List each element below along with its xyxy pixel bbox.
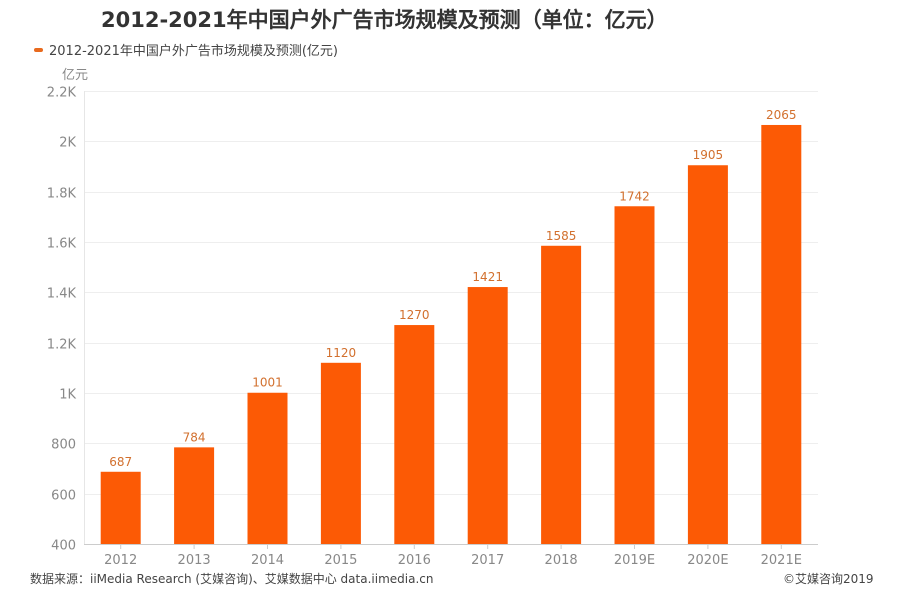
data-label-2018: 1585 (546, 229, 577, 243)
copyright-note: ©艾媒咨询2019 (783, 572, 874, 586)
bar-2017[interactable] (467, 287, 508, 544)
y-tick-label: 2.2K (47, 86, 77, 101)
bar-2020E[interactable] (687, 165, 728, 544)
x-tick-label: 2020E (687, 553, 728, 568)
x-tick-label: 2012 (104, 553, 137, 568)
x-tick-label: 2013 (178, 553, 211, 568)
x-tick-label: 2017 (471, 553, 504, 568)
bar-2021E[interactable] (761, 124, 802, 544)
y-tick-label: 800 (51, 438, 76, 453)
bar-2014[interactable] (247, 392, 288, 544)
data-label-2014: 1001 (252, 376, 283, 390)
y-axis-ticks: 400 600 800 1K 1.2K 1.4K 1.6K 1.8K 2K 2.2K (47, 86, 77, 554)
legend-label: 2012-2021年中国户外广告市场规模及预测(亿元) (49, 44, 339, 59)
x-tick-label: 2021E (761, 553, 802, 568)
y-tick-label: 1.4K (47, 287, 77, 302)
data-label-2016: 1270 (399, 308, 430, 322)
bar-2013[interactable] (174, 447, 215, 544)
bar-2012[interactable] (100, 471, 141, 544)
bar-2019E[interactable] (614, 206, 655, 544)
y-tick-label: 1.8K (47, 187, 77, 202)
y-axis-unit-label: 亿元 (62, 68, 89, 83)
legend-swatch-icon (34, 47, 43, 52)
y-tick-label: 1.2K (47, 338, 77, 353)
data-source-note: 数据来源：iiMedia Research (艾媒咨询)、艾媒数据中心 data… (30, 572, 434, 586)
x-tick-label: 2018 (545, 553, 578, 568)
data-label-2017: 1421 (472, 270, 503, 284)
bar-2015[interactable] (320, 362, 361, 544)
data-label-2020E: 1905 (693, 148, 724, 162)
data-labels: 687 784 1001 1120 1270 1421 1585 1742 1905 2065 (109, 108, 796, 469)
y-tick-label: 2K (59, 136, 76, 151)
data-label-2012: 687 (109, 455, 132, 469)
bar-2018[interactable] (541, 245, 582, 544)
chart-title: 2012-2021年中国户外广告市场规模及预测（单位：亿元） (101, 8, 668, 32)
x-tick-label: 2016 (398, 553, 431, 568)
y-tick-label: 400 (51, 539, 76, 554)
x-axis-ticks: 2012 2013 2014 2015 2016 2017 2018 2019E 2020E 20… (104, 544, 802, 568)
y-tick-label: 1K (59, 388, 76, 403)
x-tick-label: 2014 (251, 553, 284, 568)
data-label-2019E: 1742 (619, 189, 650, 203)
x-tick-label: 2019E (614, 553, 655, 568)
y-tick-label: 600 (51, 489, 76, 504)
data-label-2013: 784 (183, 430, 206, 444)
y-tick-label: 1.6K (47, 237, 77, 252)
bar-2016[interactable] (394, 325, 435, 544)
legend[interactable]: 2012-2021年中国户外广告市场规模及预测(亿元) (34, 40, 338, 59)
data-label-2015: 1120 (326, 346, 357, 360)
bars (100, 124, 802, 544)
data-label-2021E: 2065 (766, 108, 797, 122)
x-tick-label: 2015 (324, 553, 357, 568)
